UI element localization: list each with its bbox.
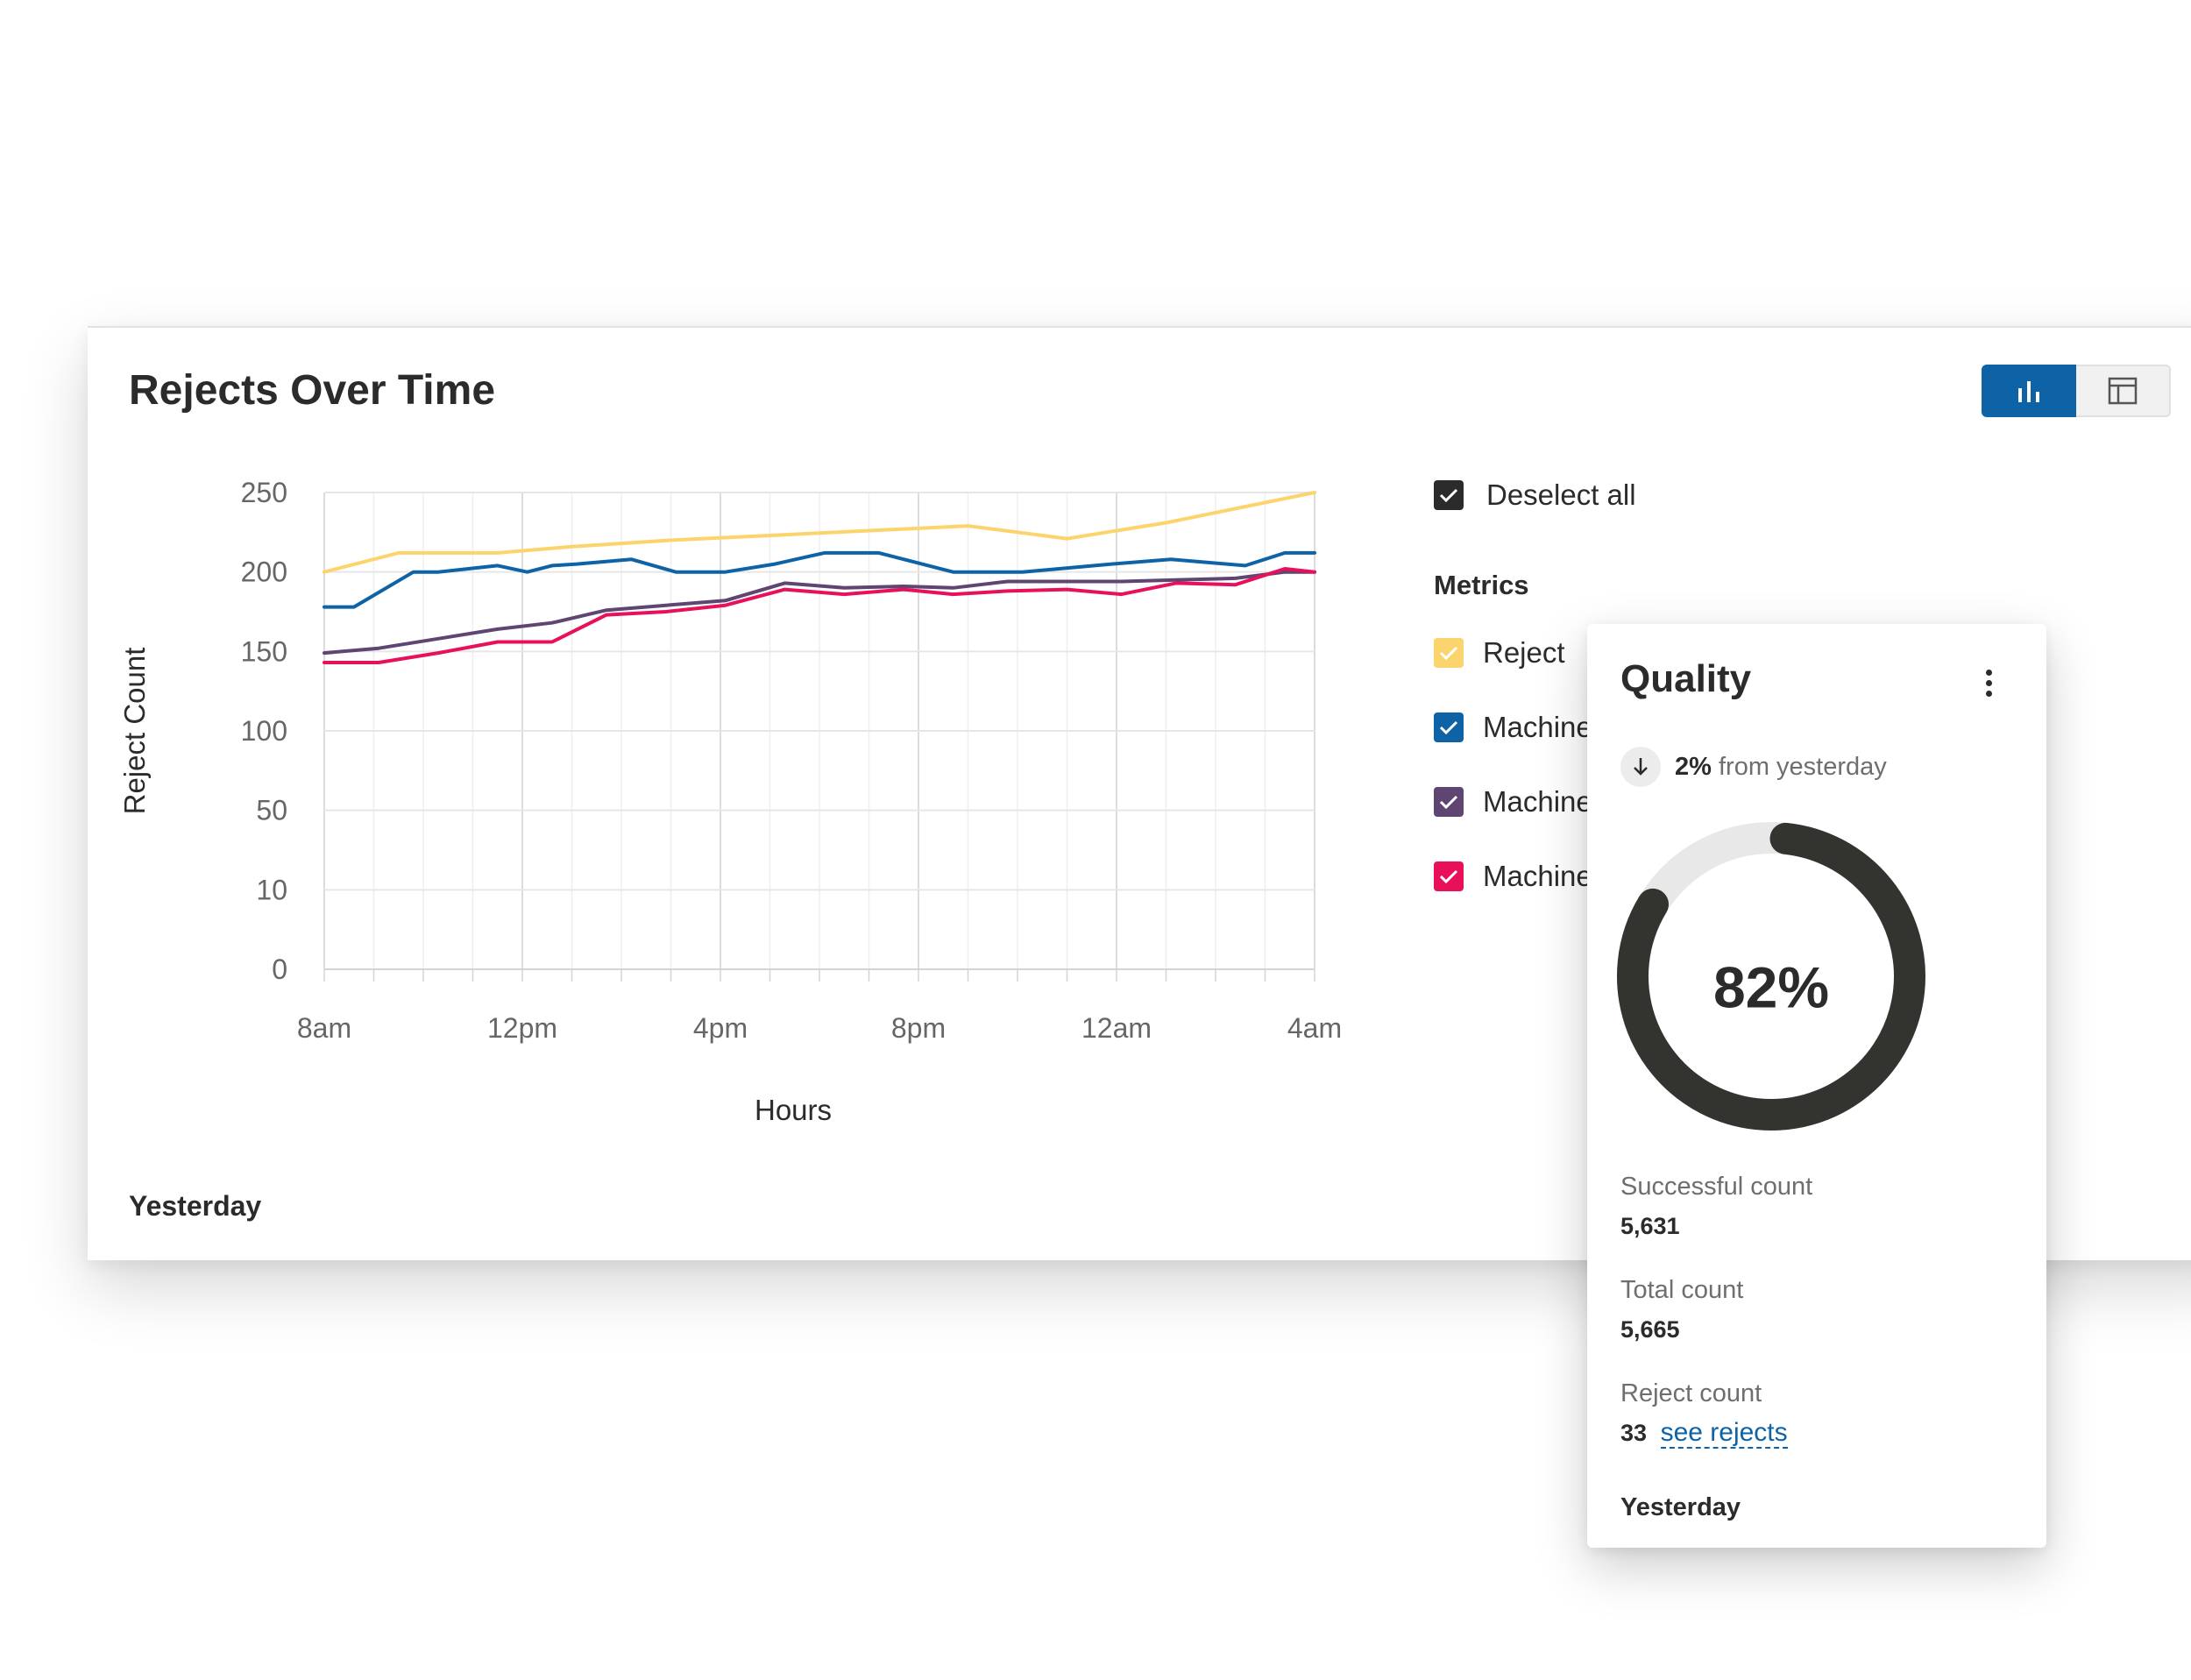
quality-card: Quality 2% from yesterday 82% Successful… <box>1587 624 2046 1548</box>
change-indicator: 2% from yesterday <box>1620 747 1887 787</box>
series-line-1 <box>323 491 1316 574</box>
legend: Deselect all Metrics Reject Machine Mach… <box>1434 477 2047 892</box>
check-icon <box>1434 638 1464 668</box>
y-tick-label: 10 <box>256 874 287 905</box>
reject-count-row: 33 see rejects <box>1620 1418 1788 1449</box>
y-tick-label: 250 <box>241 477 287 508</box>
change-caption: from yesterday <box>1718 752 1887 781</box>
see-rejects-link[interactable]: see rejects <box>1660 1418 1788 1449</box>
change-text: 2% from yesterday <box>1675 753 1887 782</box>
check-icon <box>1434 480 1464 510</box>
quality-footer-period: Yesterday <box>1620 1493 1741 1521</box>
x-tick-label: 4pm <box>693 1012 748 1044</box>
metric-item-reject[interactable]: Reject <box>1434 634 1565 671</box>
view-toggle <box>1982 365 2174 417</box>
y-axis-title: Reject Count <box>118 648 151 815</box>
x-axis-title: Hours <box>755 1094 832 1126</box>
metric-label: Reject <box>1483 636 1565 669</box>
y-tick-label: 150 <box>241 635 287 667</box>
successful-count-label: Successful count <box>1620 1173 1813 1201</box>
card-footer-period: Yesterday <box>129 1190 262 1222</box>
arrow-down-icon <box>1620 747 1661 787</box>
check-icon <box>1434 787 1464 817</box>
line-chart: 0 10 50 100 150 200 250 8am 12pm 4pm 8pm 12am 4am Hou… <box>118 477 1342 1126</box>
metric-item-machine-3[interactable]: Machine <box>1434 858 1592 895</box>
metric-label: Machine <box>1483 711 1592 743</box>
y-tick-label: 100 <box>241 715 287 747</box>
chart-view-button[interactable] <box>1982 365 2076 417</box>
bar-chart-icon <box>2018 381 2039 402</box>
metric-label: Machine <box>1483 860 1592 892</box>
check-icon <box>1434 861 1464 891</box>
quality-title: Quality <box>1620 657 1752 700</box>
quality-percent: 82% <box>1713 954 1829 1019</box>
series-line-4 <box>323 567 1316 664</box>
table-icon <box>2108 377 2138 405</box>
donut-arc <box>1617 822 1925 1131</box>
metrics-title: Metrics <box>1434 570 1529 600</box>
y-tick-label: 200 <box>241 556 287 588</box>
metric-label: Machine <box>1483 785 1592 818</box>
card-title: Rejects Over Time <box>129 367 496 414</box>
total-count-value: 5,665 <box>1620 1316 1680 1343</box>
deselect-all-label: Deselect all <box>1486 478 1636 511</box>
quality-donut: 82% <box>1617 822 1925 1131</box>
deselect-all-checkbox[interactable]: Deselect all <box>1434 477 2047 514</box>
kebab-menu-icon[interactable] <box>1975 661 2002 705</box>
successful-count-value: 5,631 <box>1620 1213 1680 1239</box>
x-tick-label: 12pm <box>487 1012 557 1044</box>
series-line-3 <box>323 570 1316 656</box>
y-tick-label: 0 <box>272 953 287 985</box>
metric-item-machine-1[interactable]: Machine <box>1434 709 1592 746</box>
y-tick-label: 50 <box>256 795 287 826</box>
x-tick-label: 12am <box>1081 1012 1152 1044</box>
change-percent: 2% <box>1675 752 1712 781</box>
x-tick-label: 4am <box>1287 1012 1342 1044</box>
reject-count-label: Reject count <box>1620 1379 1762 1407</box>
series-line-2 <box>323 550 1316 609</box>
metric-item-machine-2[interactable]: Machine <box>1434 783 1592 820</box>
reject-count-value: 33 <box>1620 1420 1648 1446</box>
x-tick-label: 8pm <box>891 1012 946 1044</box>
check-icon <box>1434 712 1464 742</box>
total-count-label: Total count <box>1620 1276 1744 1304</box>
table-view-button[interactable] <box>2076 365 2171 417</box>
x-tick-label: 8am <box>297 1012 351 1044</box>
